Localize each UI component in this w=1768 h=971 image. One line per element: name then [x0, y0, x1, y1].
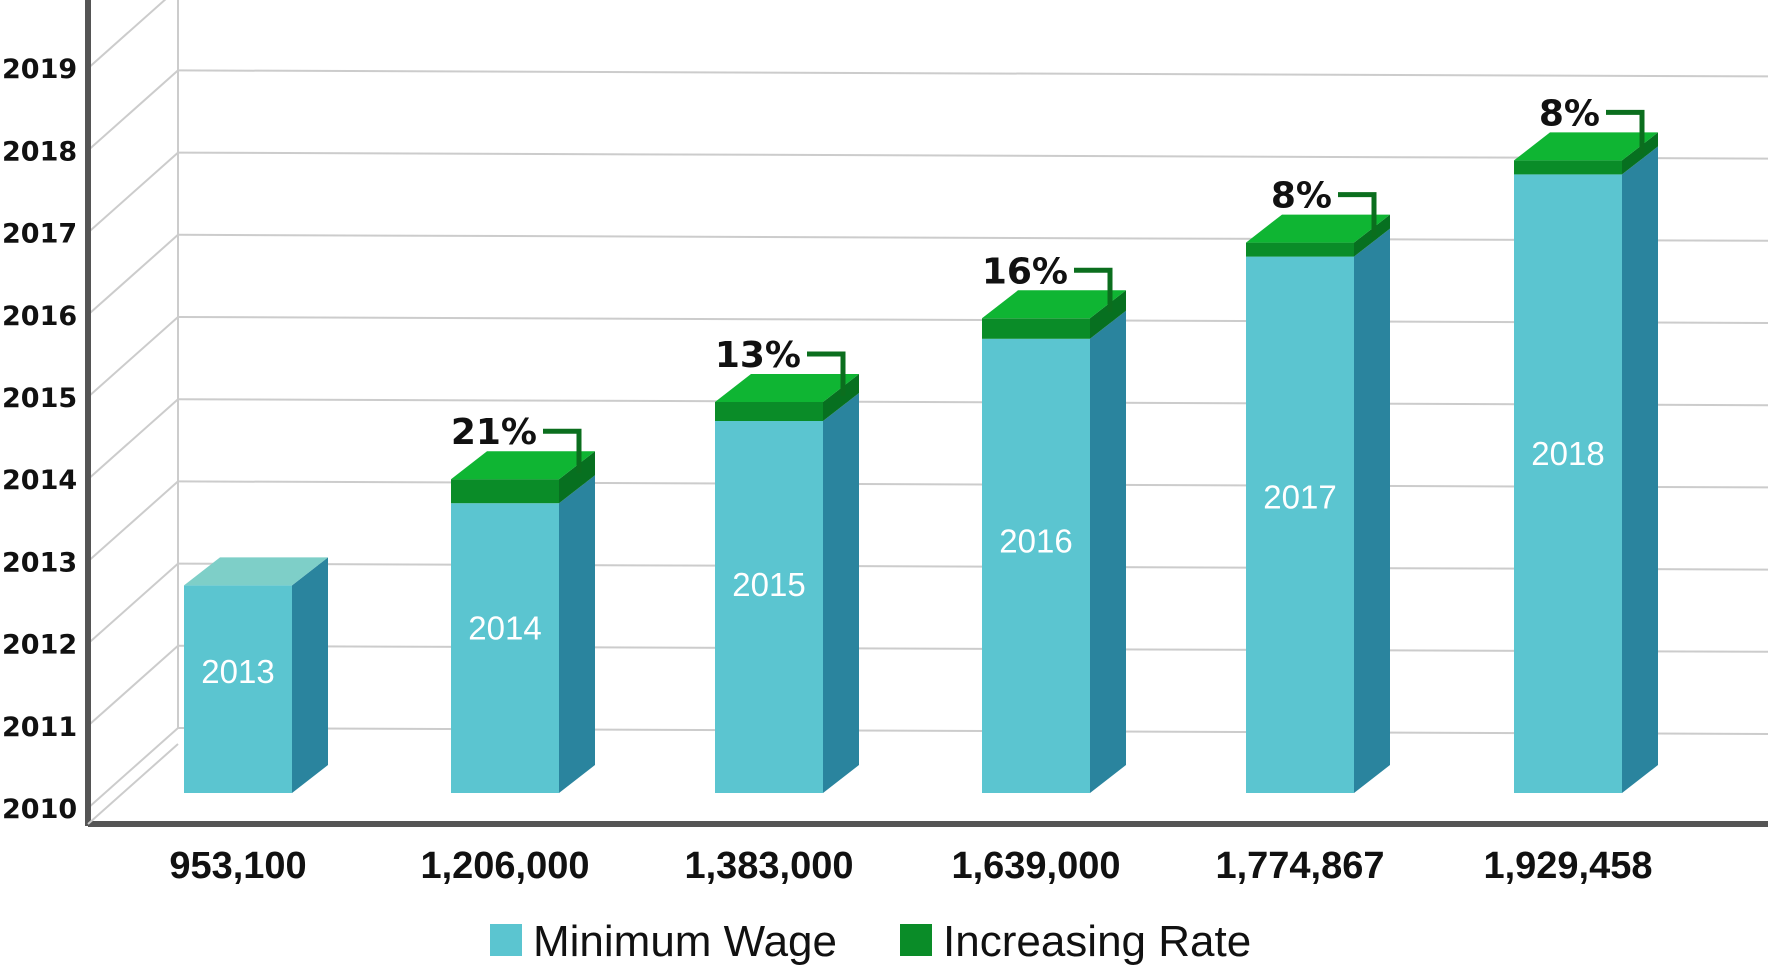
- bars: 2013 21% 2014 13% 2015 16% 2016 8% 2017 8% 2018: [184, 93, 1658, 794]
- y-tick-label: 2014: [2, 465, 77, 496]
- grid-line: [177, 398, 1768, 407]
- bar-group: 8% 2018: [1514, 93, 1658, 793]
- rate-segment-side: [1090, 290, 1126, 339]
- grid-line: [177, 316, 1768, 324]
- y-tick-label: 2010: [2, 794, 77, 825]
- grid-diagonal: [87, 69, 179, 152]
- rate-leader-line: [1606, 109, 1645, 155]
- y-tick-label: 2018: [2, 136, 77, 167]
- bar-side: [823, 393, 859, 793]
- grid-line: [177, 151, 1768, 160]
- bar-side: [1622, 146, 1658, 793]
- bar-year-label: 2015: [732, 566, 805, 603]
- grid: [87, 0, 1768, 809]
- grid-diagonal: [87, 727, 179, 809]
- grid-diagonal: [87, 151, 179, 234]
- bar: [1514, 174, 1622, 793]
- bar: [1246, 256, 1354, 794]
- bar-group: 13% 2015: [715, 335, 859, 793]
- bar-group: 2013: [184, 557, 328, 793]
- bar-side: [1090, 310, 1126, 793]
- rate-label: 21%: [451, 412, 537, 453]
- rate-segment-top: [451, 451, 595, 480]
- legend-swatch-increasing-rate: [900, 924, 932, 956]
- rate-segment: [715, 402, 823, 421]
- grid-diagonal: [87, 316, 179, 398]
- bar: [715, 421, 823, 793]
- rate-segment-side: [559, 451, 595, 504]
- x-axis-ticks: 953,100 1,206,000 1,383,000 1,639,000 1,774,…: [169, 845, 1652, 887]
- rate-leader-line: [1338, 192, 1377, 237]
- rate-segment-top: [715, 374, 859, 402]
- rate-label: 13%: [715, 335, 801, 376]
- grid-diagonal: [87, 398, 179, 480]
- rate-segment-top: [1246, 214, 1390, 243]
- grid-line: [177, 727, 1768, 735]
- bar-year-label: 2016: [999, 522, 1072, 559]
- rate-segment: [1246, 242, 1354, 257]
- rate-label: 8%: [1271, 176, 1332, 217]
- bar: [451, 503, 559, 793]
- rate-label: 16%: [982, 251, 1068, 292]
- rate-segment-side: [823, 374, 859, 421]
- y-tick-label: 2013: [2, 547, 77, 578]
- bar-year-label: 2014: [468, 609, 541, 646]
- x-tick-label: 1,774,867: [1215, 845, 1384, 887]
- x-tick-label: 1,383,000: [684, 845, 853, 887]
- rate-segment: [982, 318, 1090, 339]
- bar-group: 21% 2014: [451, 412, 595, 793]
- grid-line: [177, 644, 1768, 653]
- grid-line: [177, 562, 1768, 571]
- y-tick-label: 2019: [2, 54, 77, 85]
- floor-edge: [87, 743, 179, 825]
- axes: [85, 0, 1768, 827]
- y-tick-label: 2017: [2, 219, 77, 250]
- x-tick-label: 953,100: [169, 845, 306, 887]
- legend: Minimum Wage Increasing Rate: [490, 917, 1251, 966]
- rate-leader-line: [1074, 267, 1113, 313]
- grid-line: [177, 69, 1768, 78]
- rate-segment: [1514, 160, 1622, 175]
- bar-side: [1354, 228, 1390, 794]
- x-tick-label: 1,639,000: [951, 845, 1120, 887]
- rate-leader-line: [807, 351, 846, 396]
- grid-diagonal: [87, 562, 179, 645]
- bar-year-label: 2013: [201, 653, 274, 690]
- rate-segment: [451, 479, 559, 504]
- x-tick-label: 1,206,000: [420, 845, 589, 887]
- rate-label: 8%: [1539, 93, 1600, 134]
- y-tick-label: 2016: [2, 301, 77, 332]
- y-axis-ticks: 2010 2011 2012 2013 2014 2015 2016 2017 2018 2019: [2, 54, 77, 825]
- legend-label-minimum-wage: Minimum Wage: [533, 917, 837, 966]
- bar-side: [559, 475, 595, 793]
- bar: [184, 585, 292, 793]
- grid-diagonal: [87, 645, 179, 727]
- grid-diagonal: [87, 234, 179, 316]
- legend-label-increasing-rate: Increasing Rate: [943, 917, 1251, 966]
- y-tick-label: 2012: [2, 630, 77, 661]
- legend-swatch-minimum-wage: [490, 924, 522, 956]
- y-tick-label: 2011: [2, 712, 77, 743]
- grid-diagonal: [87, 0, 167, 69]
- bar-year-label: 2018: [1531, 435, 1604, 472]
- bar-group: 8% 2017: [1246, 176, 1390, 794]
- rate-segment-top: [982, 290, 1126, 319]
- bar: [982, 338, 1090, 793]
- bar-year-label: 2017: [1263, 479, 1336, 516]
- rate-leader-line: [543, 428, 582, 474]
- bar-side: [292, 557, 328, 793]
- x-tick-label: 1,929,458: [1483, 845, 1652, 887]
- bar-top: [184, 557, 328, 586]
- bar-group: 16% 2016: [982, 251, 1126, 793]
- grid-diagonal: [87, 480, 179, 563]
- grid-line: [177, 480, 1768, 489]
- grid-line: [177, 233, 1768, 242]
- y-tick-label: 2015: [2, 383, 77, 414]
- rate-segment-top: [1514, 132, 1658, 161]
